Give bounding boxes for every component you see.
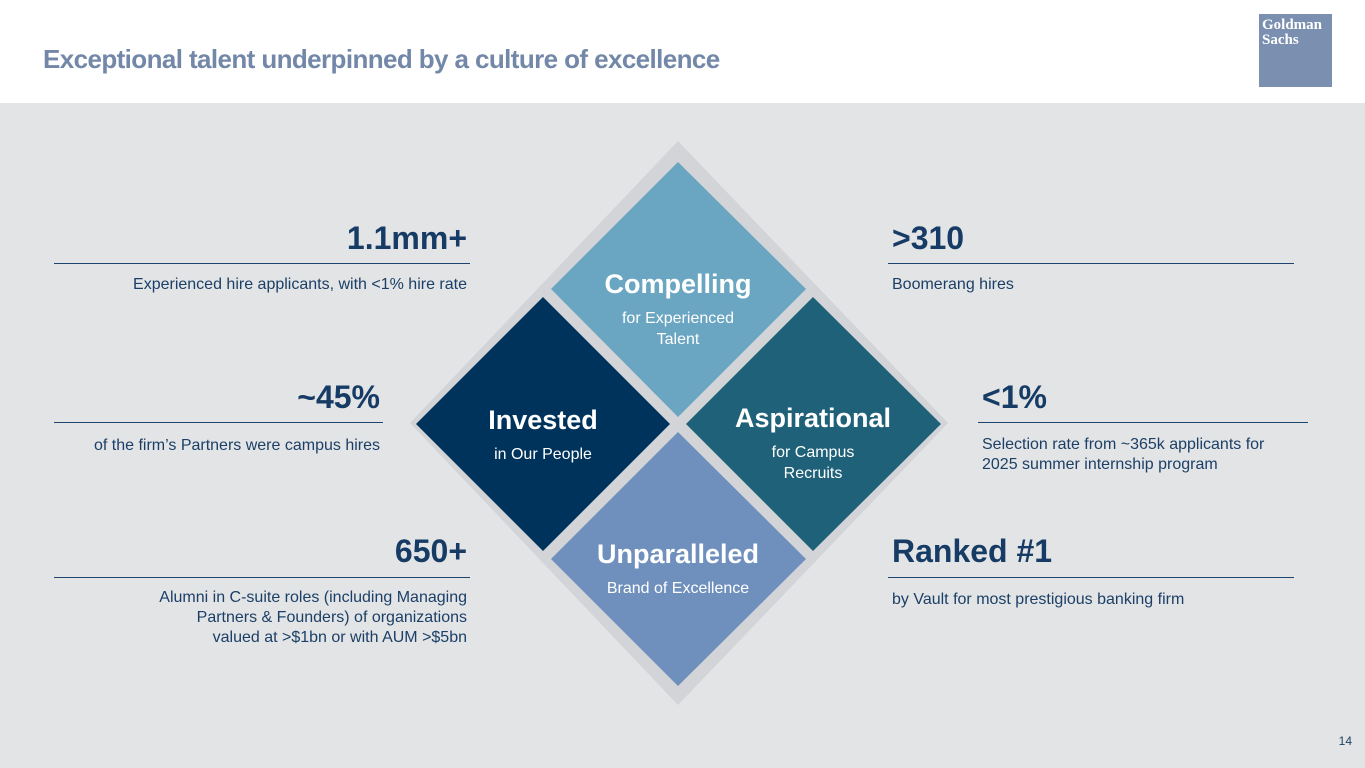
invested-text: Invested in Our People [443, 405, 643, 465]
logo-line-2: Sachs [1262, 32, 1299, 48]
stat-selection-desc-line-1: Selection rate from ~365k applicants for [982, 436, 1265, 453]
aspirational-subtitle-line-1: for Campus [771, 444, 855, 461]
compelling-subtitle: for Experienced Talent [578, 308, 778, 350]
stat-selection-desc-line-2: 2025 summer internship program [982, 456, 1218, 473]
stat-experienced-desc: Experienced hire applicants, with <1% hi… [133, 276, 467, 293]
page-number: 14 [1338, 734, 1352, 748]
stat-ranked-rule [888, 577, 1294, 578]
unparalleled-title: Unparalleled [596, 539, 760, 569]
stat-alumni-desc-line-3: valued at >$1bn or with AUM >$5bn [212, 629, 467, 646]
compelling-title: Compelling [604, 269, 752, 299]
stat-alumni-rule [54, 577, 470, 578]
stat-boomerang-value: >310 [892, 220, 965, 256]
stat-partners-desc: of the firm’s Partners were campus hires [93, 437, 380, 454]
stat-alumni-desc-line-1: Alumni in C-suite roles (including Manag… [159, 589, 467, 606]
aspirational-title: Aspirational [734, 403, 892, 433]
aspirational-subtitle-line-2: Recruits [783, 465, 843, 482]
diamond-compelling [551, 162, 806, 417]
stat-boomerang-rule [888, 263, 1294, 264]
compelling-subtitle-line-1: for Experienced [621, 310, 735, 327]
unparalleled-subtitle: Brand of Excellence [606, 580, 750, 597]
diamond-frame [410, 141, 948, 705]
stat-ranked-desc: by Vault for most prestigious banking fi… [892, 591, 1185, 608]
invested-title: Invested [488, 405, 598, 435]
header: Exceptional talent underpinned by a cult… [0, 0, 1365, 103]
stat-selection-value: <1% [982, 379, 1047, 415]
compelling-text: Compelling for Experienced Talent [578, 269, 778, 350]
aspirational-subtitle: for Campus Recruits [713, 442, 913, 484]
stat-selection-rule [978, 422, 1308, 423]
compelling-subtitle-line-2: Talent [656, 331, 700, 348]
logo-line-1: Goldman [1262, 17, 1323, 33]
goldman-sachs-logo: Goldman Sachs [1259, 14, 1332, 87]
stat-alumni-desc: Alumni in C-suite roles (including Manag… [54, 588, 467, 648]
stat-ranked-value: Ranked #1 [892, 533, 1053, 569]
diamond-invested [416, 297, 670, 551]
aspirational-text: Aspirational for Campus Recruits [713, 403, 913, 484]
stat-experienced-value: 1.1mm+ [346, 220, 467, 256]
stat-alumni-value: 650+ [394, 533, 467, 569]
stat-alumni-desc-line-2: Partners & Founders) of organizations [196, 609, 467, 626]
stat-boomerang-desc: Boomerang hires [892, 276, 1014, 293]
page-title: Exceptional talent underpinned by a cult… [43, 44, 720, 74]
stat-partners-rule [54, 422, 383, 423]
invested-subtitle: in Our People [494, 446, 592, 463]
stat-experienced-rule [54, 263, 470, 264]
unparalleled-text: Unparalleled Brand of Excellence [578, 539, 778, 599]
diamond-unparalleled [551, 432, 806, 686]
stat-partners-value: ~45% [297, 379, 380, 415]
diamond-aspirational [686, 297, 941, 551]
stat-selection-desc: Selection rate from ~365k applicants for… [982, 435, 1312, 475]
